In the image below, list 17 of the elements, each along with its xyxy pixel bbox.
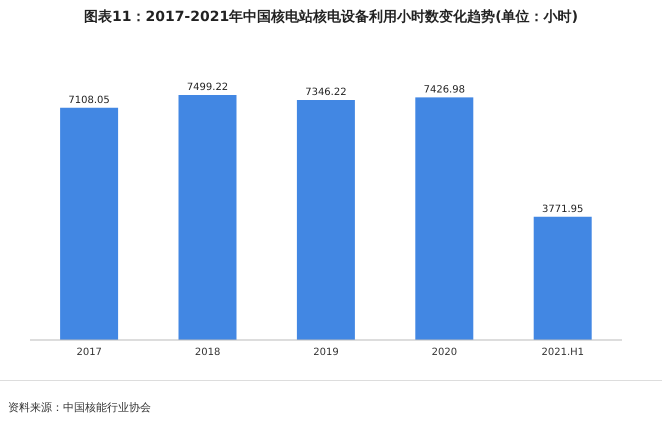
bar [534, 216, 592, 340]
x-tick-label: 2019 [313, 347, 339, 358]
data-label: 7426.98 [424, 84, 465, 96]
x-tick-label: 2018 [194, 347, 220, 358]
bar [178, 95, 236, 340]
data-label: 7346.22 [305, 87, 347, 98]
text: 资料来源：中国核能行业协会 [8, 400, 151, 415]
bar [60, 108, 118, 340]
x-tick-label: 2017 [76, 347, 102, 358]
data-label: 7499.22 [186, 82, 228, 93]
x-tick-label: 2020 [432, 347, 458, 358]
data-label: 7108.05 [68, 94, 110, 106]
bar [415, 97, 474, 340]
x-tick-label: 2021.H1 [542, 347, 584, 358]
data-label: 3771.95 [542, 204, 584, 215]
bar [296, 100, 355, 340]
chart-title: 图表11：2017-2021年中国核电站核电设备利用小时数变化趋势(单位：小时) [82, 8, 580, 26]
